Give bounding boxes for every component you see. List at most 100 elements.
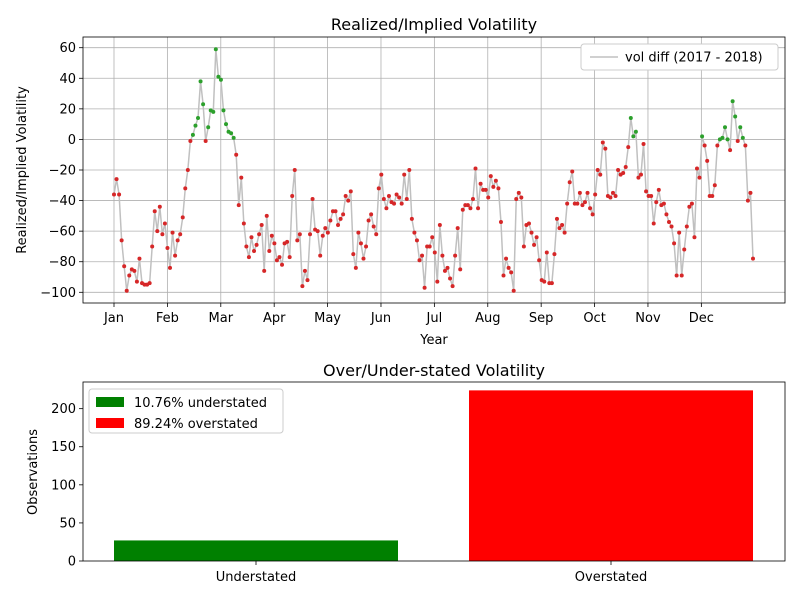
- x-tick-label: Dec: [689, 311, 714, 326]
- legend-swatch-understated: [96, 397, 124, 407]
- data-point: [710, 193, 715, 198]
- data-point: [117, 192, 122, 197]
- x-tick-label: Apr: [263, 311, 286, 326]
- data-point: [119, 238, 124, 243]
- line-chart-xlabel: Year: [419, 333, 448, 348]
- data-point: [641, 142, 646, 147]
- data-point: [751, 256, 755, 261]
- data-point: [414, 238, 419, 243]
- data-point: [733, 114, 738, 119]
- data-point: [682, 247, 687, 252]
- data-point: [623, 164, 628, 169]
- data-point: [689, 201, 694, 206]
- data-point: [152, 209, 157, 214]
- y-tick-label: −80: [49, 255, 76, 270]
- data-point: [692, 235, 697, 240]
- data-point: [244, 244, 249, 249]
- data-point: [506, 265, 511, 270]
- data-point: [654, 200, 659, 205]
- x-tick-label: Jul: [426, 311, 443, 326]
- bar-chart-ylabel: Observations: [26, 429, 41, 515]
- data-point: [470, 197, 475, 202]
- data-point: [631, 134, 636, 139]
- data-point: [613, 193, 618, 198]
- data-point: [325, 230, 330, 235]
- data-point: [165, 245, 170, 250]
- data-point: [521, 244, 526, 249]
- data-point: [137, 256, 142, 261]
- data-point: [501, 273, 506, 278]
- data-point: [384, 206, 389, 211]
- series-markers: [112, 47, 755, 293]
- data-point: [672, 241, 677, 246]
- data-point: [600, 140, 605, 145]
- x-tick-label: Oct: [583, 311, 605, 326]
- data-point: [188, 138, 193, 143]
- data-point: [735, 138, 740, 143]
- line-chart-ylabel: Realized/Implied Volatility: [15, 86, 30, 254]
- data-point: [341, 212, 346, 217]
- data-point: [465, 203, 470, 208]
- data-point: [323, 226, 328, 231]
- data-point: [455, 226, 460, 231]
- data-point: [190, 132, 195, 137]
- data-point: [290, 193, 295, 198]
- legend-label-understated: 10.76% understated: [134, 396, 267, 411]
- data-point: [684, 224, 689, 229]
- data-point: [700, 134, 705, 139]
- data-point: [308, 232, 313, 237]
- data-point: [412, 230, 417, 235]
- data-point: [254, 242, 259, 247]
- data-point: [473, 166, 478, 171]
- data-point: [448, 276, 453, 281]
- data-point: [353, 265, 358, 270]
- data-point: [409, 216, 414, 221]
- data-point: [328, 218, 333, 223]
- data-point: [343, 193, 348, 198]
- data-point: [532, 242, 537, 247]
- data-point: [537, 258, 542, 263]
- data-point: [514, 197, 519, 202]
- data-point: [127, 273, 132, 278]
- data-point: [175, 238, 180, 243]
- data-point: [249, 235, 254, 240]
- data-point: [697, 175, 702, 180]
- data-point: [526, 221, 531, 226]
- bar-chart-frame: [82, 381, 786, 562]
- data-point: [206, 125, 211, 130]
- data-point: [173, 253, 178, 258]
- data-point: [603, 146, 608, 151]
- data-point: [593, 192, 598, 197]
- bar-chart: 0 50 100 150 200 Understated Overstated Over/…: [26, 361, 786, 585]
- data-point: [588, 206, 593, 211]
- data-point: [267, 249, 272, 254]
- line-chart-x-ticks: Jan Feb Mar Apr May Jun Jul Aug Sep Oct Nov Dec: [103, 303, 714, 326]
- data-point: [562, 230, 567, 235]
- data-point: [379, 172, 384, 177]
- data-point: [554, 216, 559, 221]
- data-point: [196, 116, 201, 121]
- data-point: [302, 268, 307, 273]
- data-point: [203, 138, 208, 143]
- data-point: [557, 226, 562, 231]
- data-point: [687, 204, 692, 209]
- x-tick-label: Aug: [475, 311, 500, 326]
- data-point: [246, 255, 251, 260]
- line-chart-title: Realized/Implied Volatility: [331, 15, 537, 34]
- data-point: [509, 270, 514, 275]
- data-point: [358, 241, 363, 246]
- data-point: [644, 189, 649, 194]
- data-point: [272, 241, 277, 246]
- data-point: [155, 229, 160, 234]
- data-point: [651, 221, 656, 226]
- data-point: [364, 244, 369, 249]
- data-point: [498, 219, 503, 224]
- data-point: [112, 192, 116, 197]
- data-point: [376, 186, 381, 191]
- data-point: [476, 206, 481, 211]
- data-point: [437, 223, 442, 228]
- data-point: [616, 168, 621, 172]
- data-point: [511, 288, 516, 293]
- data-point: [178, 232, 183, 237]
- data-point: [407, 168, 412, 172]
